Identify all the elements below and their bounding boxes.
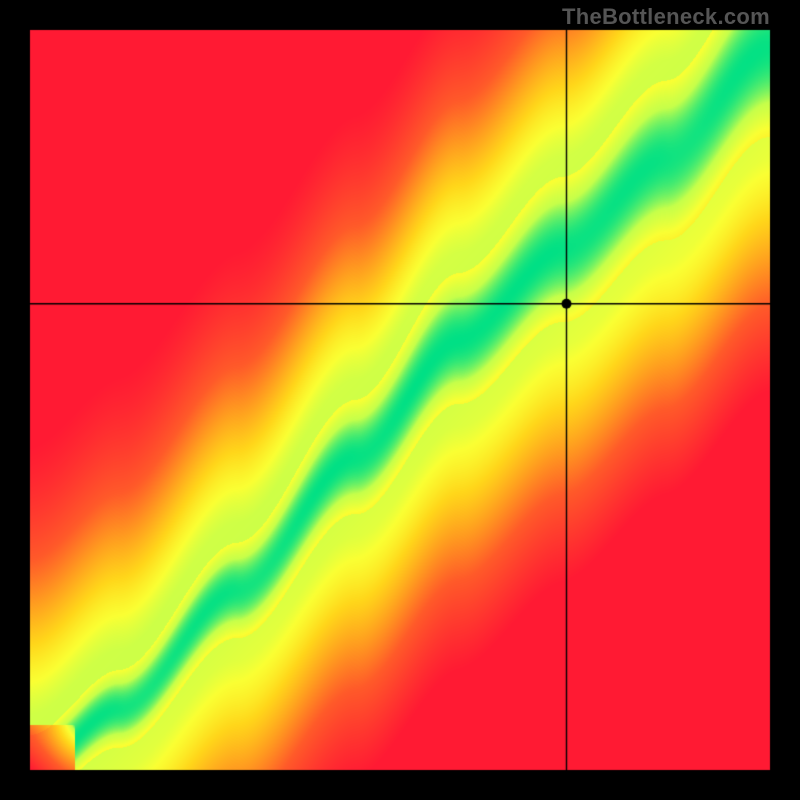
bottleneck-heatmap-canvas (0, 0, 800, 800)
chart-container: TheBottleneck.com (0, 0, 800, 800)
watermark-text: TheBottleneck.com (562, 4, 770, 30)
